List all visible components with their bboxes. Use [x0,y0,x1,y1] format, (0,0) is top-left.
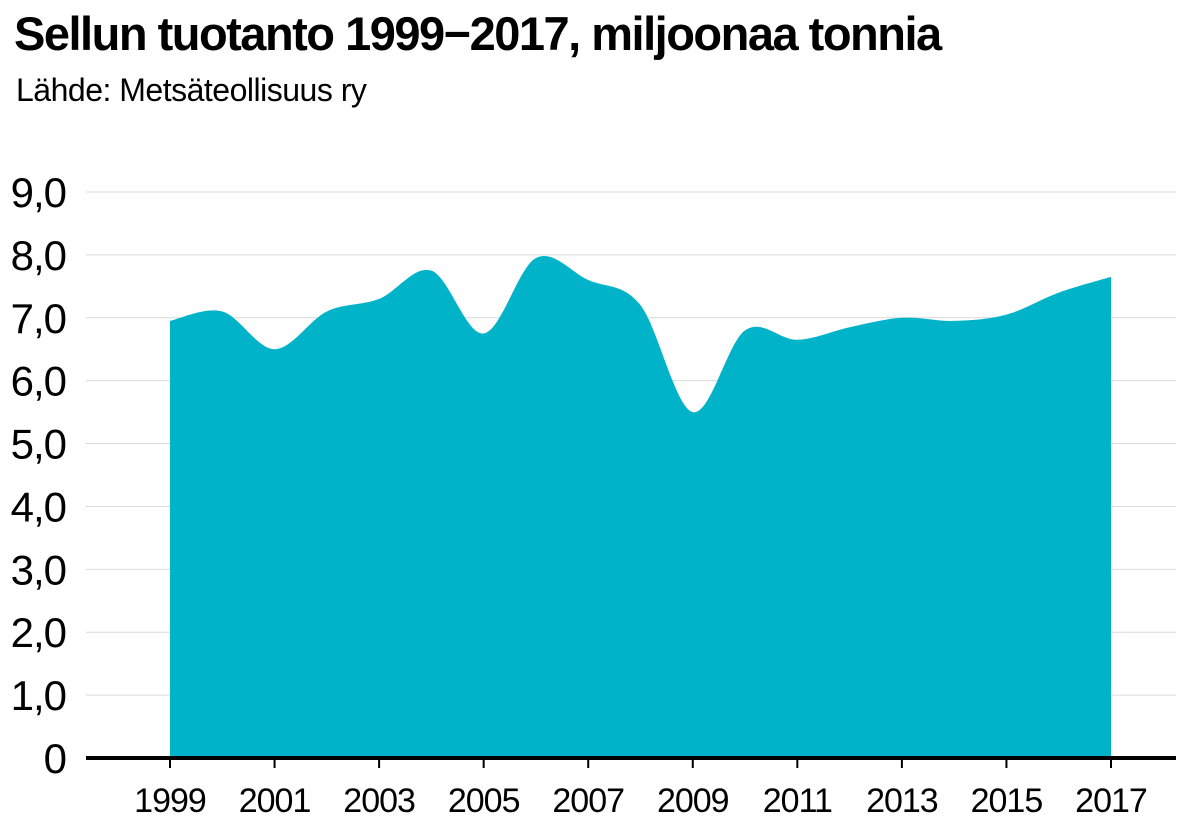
x-tick-label: 2013 [866,782,938,820]
chart-title: Sellun tuotanto 1999−2017, miljoonaa ton… [14,7,942,60]
y-tick-label: 8,0 [11,232,66,279]
x-tick-label: 1999 [134,782,206,820]
y-axis-tick-labels: 0 1,0 2,0 3,0 4,0 5,0 6,0 7,0 8,0 9,0 [11,169,67,782]
x-tick-label: 2001 [239,782,311,820]
y-tick-label: 5,0 [11,421,66,468]
x-tick-label: 2015 [971,782,1043,820]
x-axis [86,756,1176,768]
y-tick-label: 9,0 [11,169,66,216]
x-tick-label: 2003 [343,782,415,820]
chart-subtitle: Lähde: Metsäteollisuus ry [16,72,367,108]
x-tick-label: 2011 [763,782,832,820]
y-tick-label: 4,0 [11,483,66,530]
x-tick-label: 2017 [1075,782,1147,820]
y-tick-label: 6,0 [11,358,66,405]
y-tick-label: 1,0 [11,672,66,719]
y-tick-label: 7,0 [11,295,66,342]
x-tick-label: 2007 [552,782,624,820]
x-axis-tick-labels: 1999 2001 2003 2005 2007 2009 2011 2013 2015 2017 [134,782,1148,820]
x-tick-label: 2009 [657,782,729,820]
x-tick-label: 2005 [448,782,520,820]
area-series-fill [170,256,1111,758]
area-series [170,256,1111,758]
y-tick-label: 2,0 [11,609,66,656]
y-tick-label: 0 [44,735,66,782]
y-tick-label: 3,0 [11,546,66,593]
